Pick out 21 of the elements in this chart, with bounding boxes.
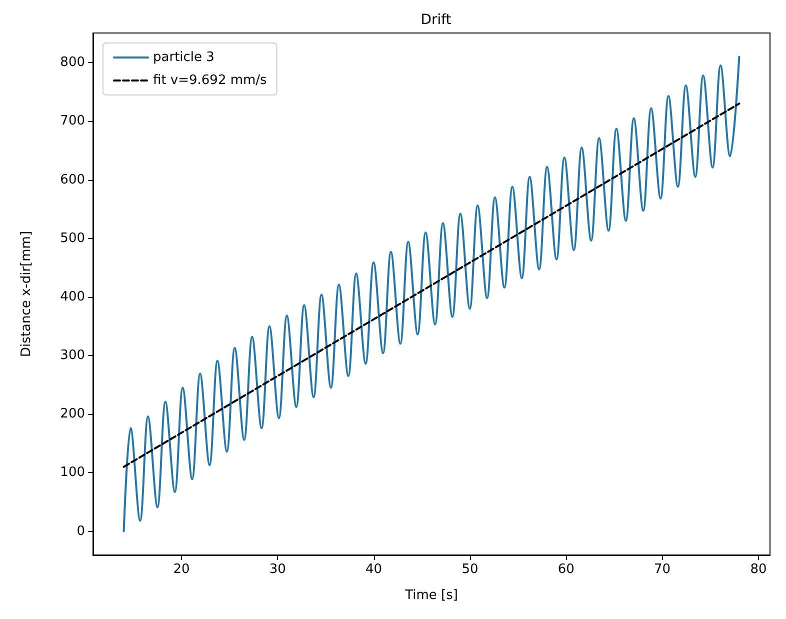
x-tick-label: 30 <box>269 562 286 577</box>
x-axis-title: Time [s] <box>404 588 458 603</box>
y-tick-label: 400 <box>60 289 85 304</box>
x-tick-label: 60 <box>558 562 574 577</box>
y-tick-label: 500 <box>60 230 85 246</box>
x-tick-label: 20 <box>173 562 190 577</box>
legend-label: fit v=9.692 mm/s <box>153 73 268 88</box>
y-tick-label: 200 <box>60 406 85 422</box>
y-tick-label: 100 <box>60 465 85 480</box>
y-tick-label: 0 <box>76 524 85 539</box>
x-tick-label: 50 <box>462 562 478 577</box>
y-axis-title: Distance x-dir[mm] <box>19 230 34 358</box>
legend-label: particle 3 <box>153 50 214 65</box>
y-tick-label: 300 <box>60 348 85 364</box>
y-tick-label: 600 <box>60 172 85 188</box>
x-tick-label: 70 <box>654 562 671 577</box>
y-tick-label: 700 <box>60 114 85 129</box>
chart-title: Drift <box>420 12 452 28</box>
x-tick-label: 80 <box>750 562 767 577</box>
x-tick-label: 40 <box>366 562 382 577</box>
y-tick-label: 800 <box>60 55 85 70</box>
